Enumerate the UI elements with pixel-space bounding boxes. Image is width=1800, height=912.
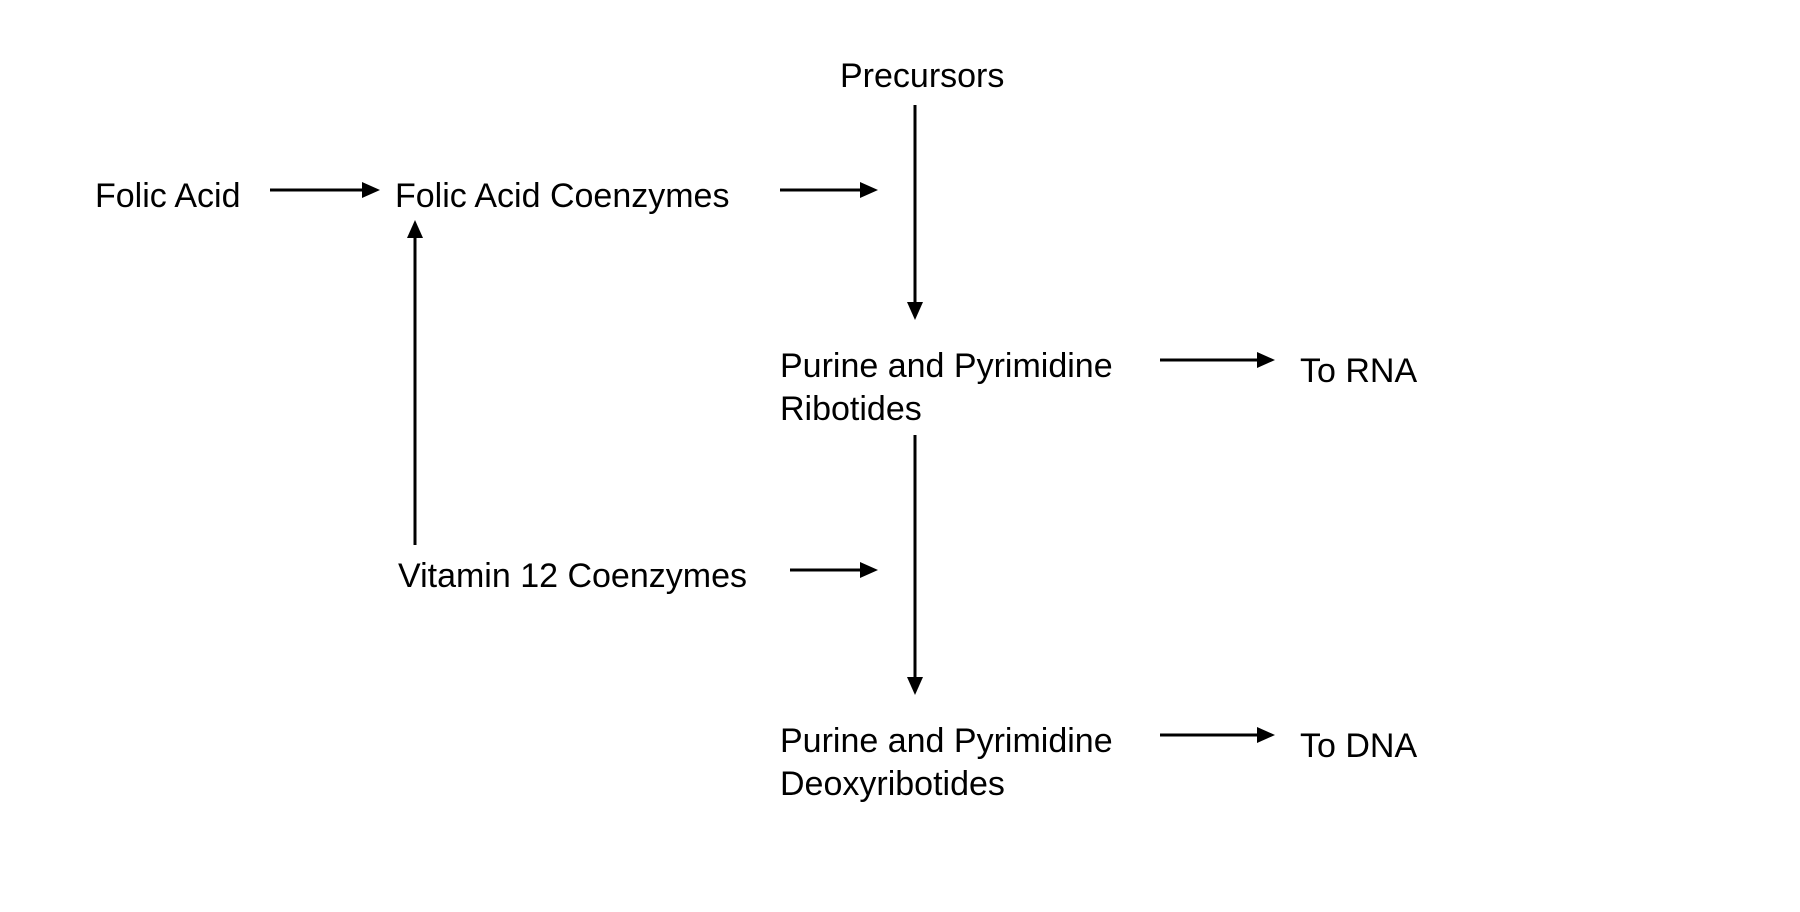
node-deoxyribotides: Purine and Pyrimidine Deoxyribotides — [780, 720, 1113, 805]
node-to-rna: To RNA — [1300, 350, 1417, 393]
node-ribotides: Purine and Pyrimidine Ribotides — [780, 345, 1113, 430]
node-to-dna: To DNA — [1300, 725, 1417, 768]
node-vit12: Vitamin 12 Coenzymes — [398, 555, 747, 598]
node-folic-acid: Folic Acid — [95, 175, 241, 218]
node-folic-coenzymes: Folic Acid Coenzymes — [395, 175, 729, 218]
diagram-canvas: Folic Acid Folic Acid Coenzymes Precurso… — [0, 0, 1800, 912]
node-precursors: Precursors — [840, 55, 1004, 98]
